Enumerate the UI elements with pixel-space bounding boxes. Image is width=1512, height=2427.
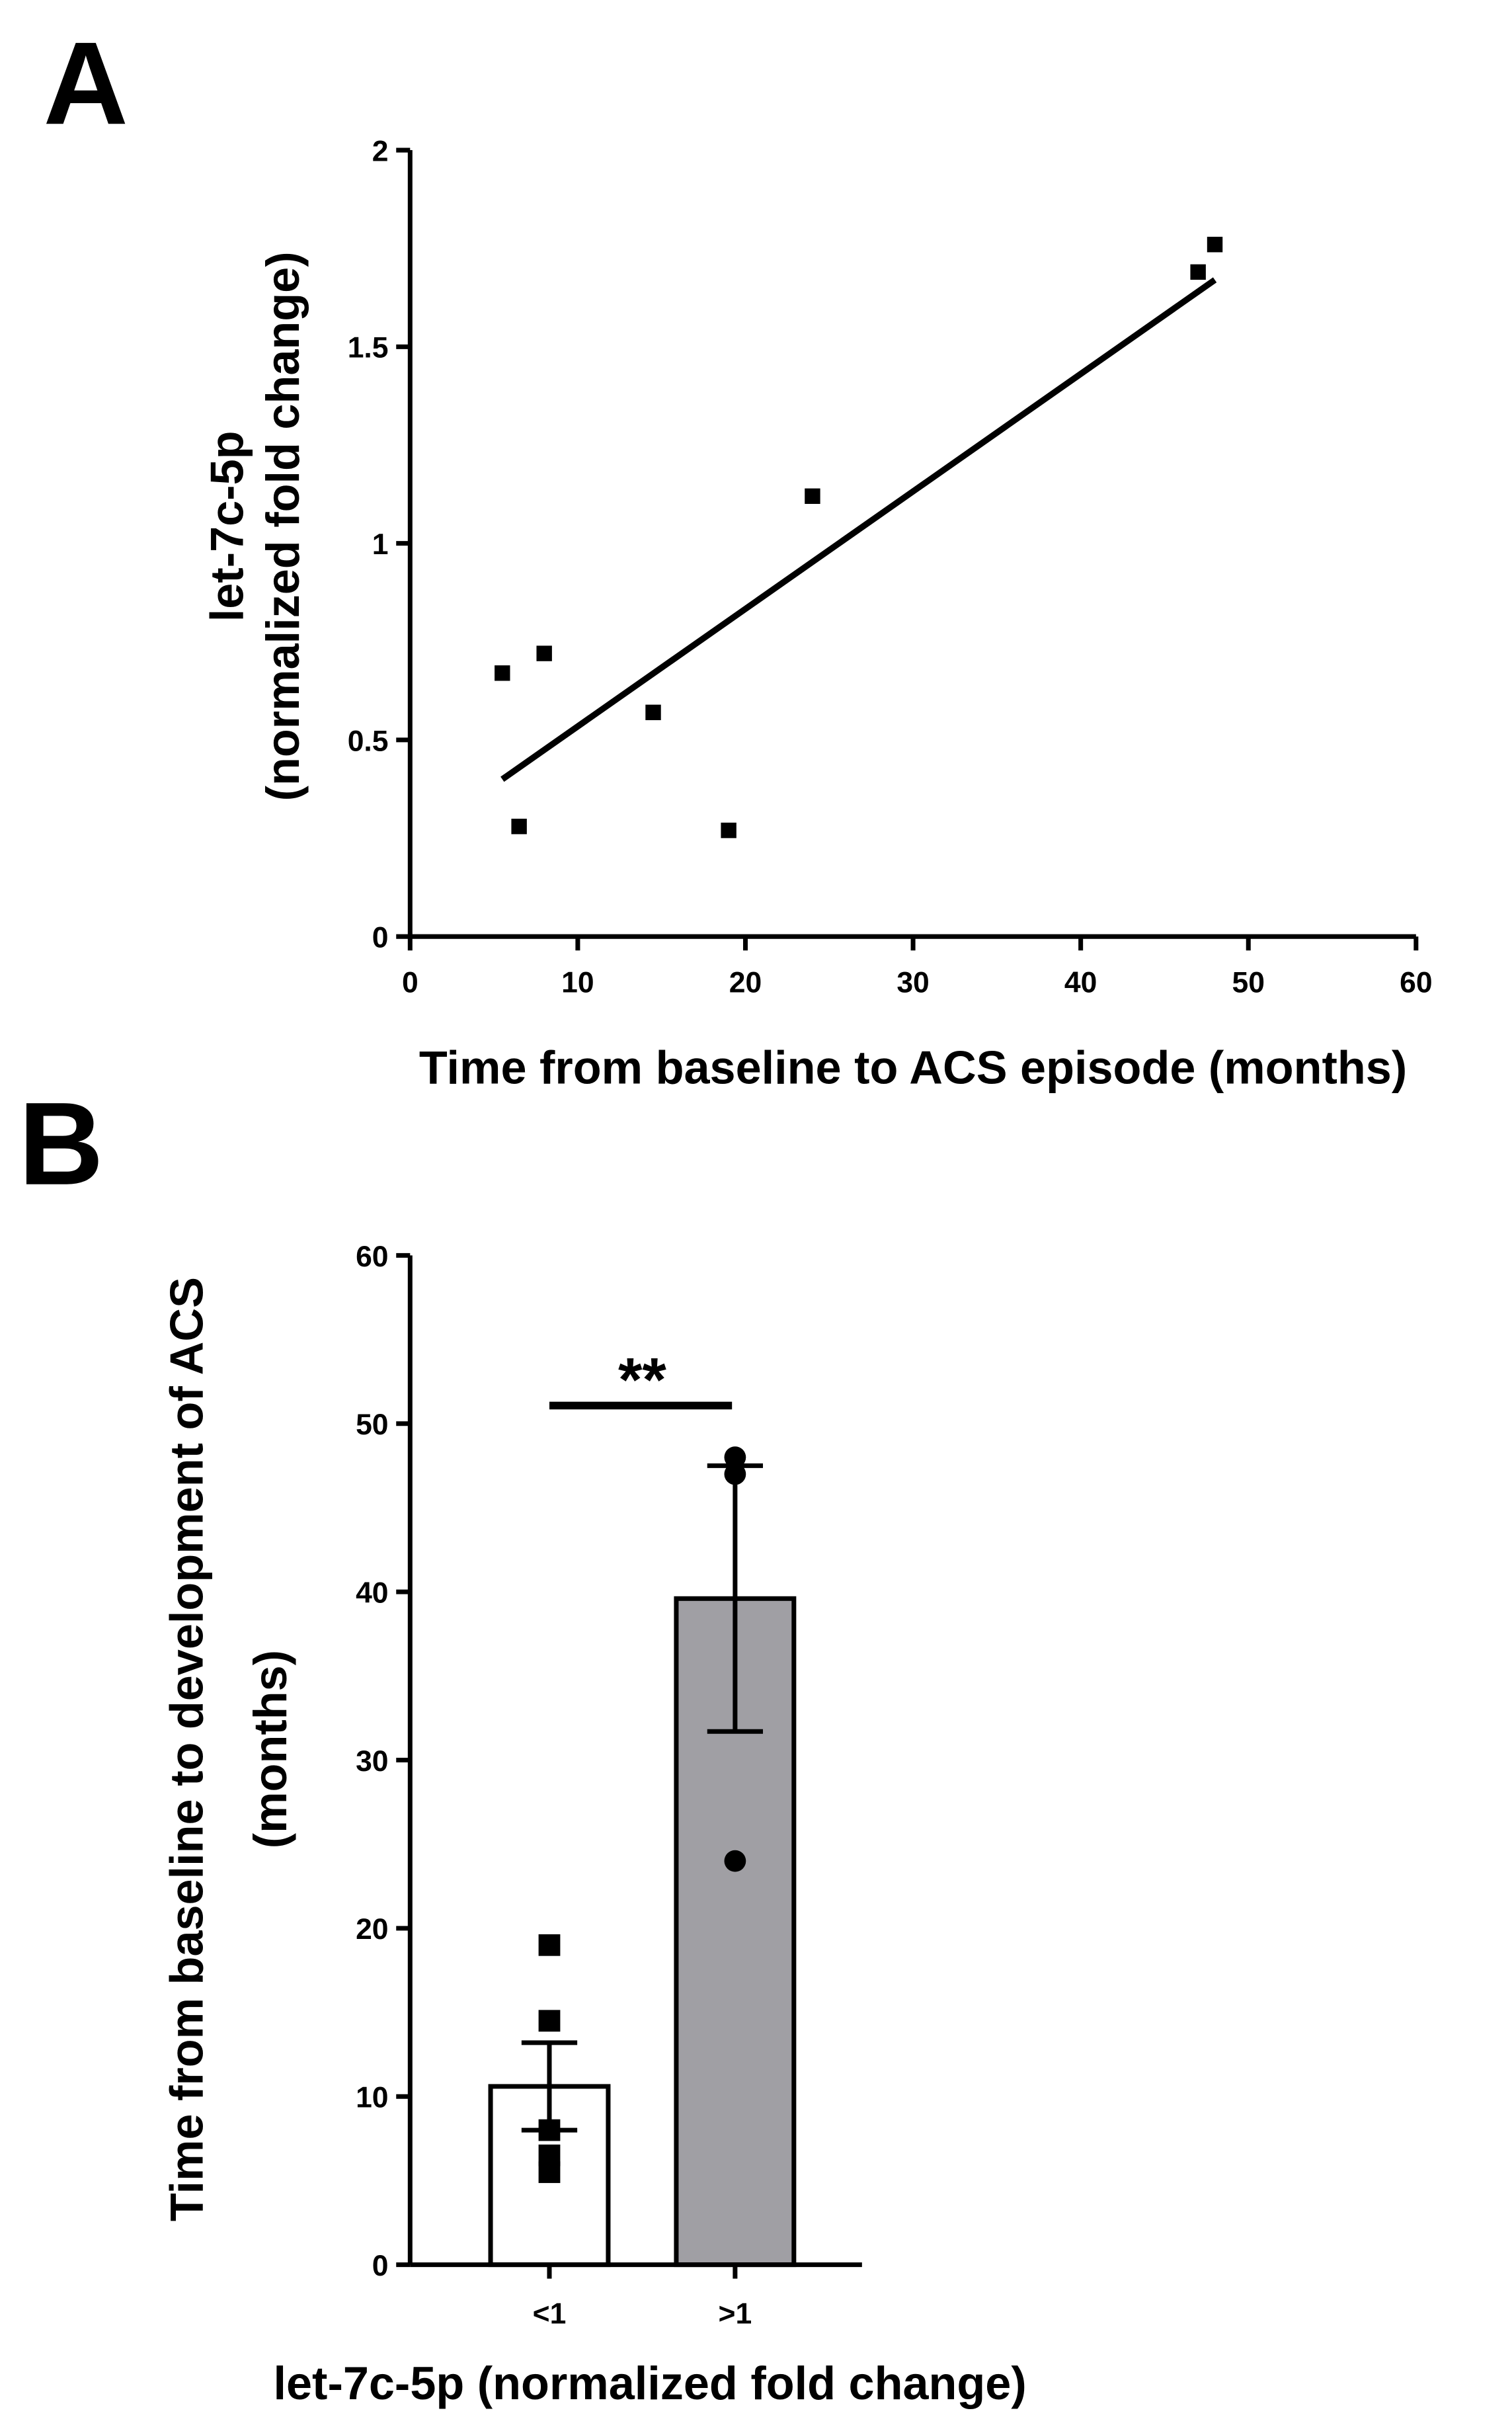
data-point xyxy=(724,1446,746,1469)
x-tick-label: >1 xyxy=(719,2298,752,2330)
x-tick-label: <1 xyxy=(533,2298,567,2330)
data-point xyxy=(538,2161,561,2184)
x-tick-label: 10 xyxy=(561,966,594,999)
significance-label: ** xyxy=(618,1344,666,1414)
y-axis-title: Time from baseline to development of ACS… xyxy=(161,1277,296,2221)
scatter-point xyxy=(721,822,736,839)
y-axis-title: let-7c-5p (normalized fold change) xyxy=(201,251,309,801)
y-tick-label: 40 xyxy=(356,1577,388,1610)
y-tick-label: 2 xyxy=(372,135,389,167)
x-axis-title: let-7c-5p (normalized fold change) xyxy=(274,2357,1027,2409)
x-tick-label: 40 xyxy=(1064,966,1097,999)
data-point xyxy=(538,1934,561,1956)
x-tick-label: 60 xyxy=(1400,966,1432,999)
y-axis-title-line: (months) xyxy=(244,1650,296,1848)
y-axis-title-line: Time from baseline to development of ACS xyxy=(161,1277,213,2221)
y-tick-label: 0 xyxy=(372,922,389,954)
data-point xyxy=(724,1850,746,1872)
scatter-point xyxy=(1190,264,1206,280)
data-point xyxy=(538,2010,561,2032)
y-tick-label: 20 xyxy=(356,1913,388,1946)
scatter-point xyxy=(536,645,552,661)
data-point xyxy=(538,2119,561,2141)
x-tick-label: 0 xyxy=(402,966,418,999)
scatter-point xyxy=(495,665,510,681)
x-tick-label: 20 xyxy=(729,966,762,999)
y-tick-label: 50 xyxy=(356,1409,388,1441)
y-tick-label: 60 xyxy=(356,1241,388,1273)
y-tick-label: 0 xyxy=(372,2250,389,2282)
y-axis-title-line: (normalized fold change) xyxy=(257,251,309,801)
scatter-point xyxy=(511,819,527,835)
x-axis-title: Time from baseline to ACS episode (month… xyxy=(419,1042,1407,1094)
y-tick-label: 10 xyxy=(356,2082,388,2114)
scatter-point xyxy=(805,488,820,504)
y-tick-label: 30 xyxy=(356,1745,388,1778)
y-tick-label: 1 xyxy=(372,528,389,561)
scatter-point xyxy=(1207,237,1223,253)
x-tick-label: 50 xyxy=(1232,966,1265,999)
x-tick-label: 30 xyxy=(896,966,929,999)
fit-line xyxy=(500,277,1217,782)
y-axis-title-line: let-7c-5p xyxy=(201,431,253,622)
scatter-point xyxy=(645,704,661,720)
data-point xyxy=(724,1463,746,1485)
panel-label: B xyxy=(19,1078,103,1210)
y-tick-label: 0.5 xyxy=(348,725,389,757)
y-tick-label: 1.5 xyxy=(348,332,389,364)
panel-label: A xyxy=(44,17,128,149)
